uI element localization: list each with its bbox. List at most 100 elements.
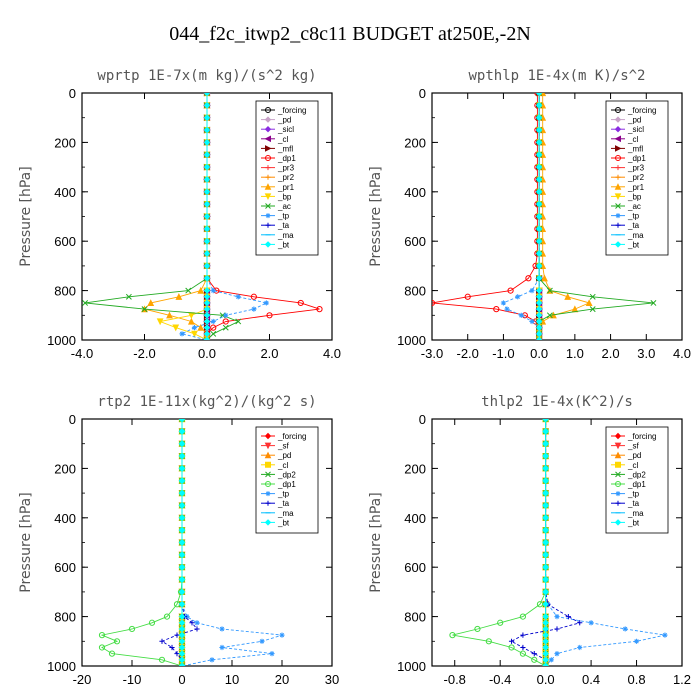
- data-point: [203, 93, 211, 97]
- figure-title: 044_f2c_itwp2_c8c11 BUDGET at250E,-2N: [169, 23, 531, 45]
- panel-title: wpthlp 1E-4x(m K)/s^2: [468, 68, 645, 84]
- data-point: [622, 626, 628, 632]
- legend-entry: _tp: [627, 212, 640, 221]
- legend-entry: _pd: [277, 116, 291, 125]
- data-point: [535, 274, 543, 282]
- x-tick-label: 0.8: [628, 672, 646, 687]
- data-point: [203, 200, 211, 208]
- legend-entry: _sf: [277, 442, 289, 451]
- data-point: [542, 576, 549, 583]
- data-point: [316, 306, 323, 313]
- data-point: [535, 188, 543, 196]
- data-point: [542, 477, 549, 485]
- legend-marker: [264, 519, 272, 526]
- y-tick-label: 200: [404, 461, 426, 476]
- data-point: [191, 330, 198, 338]
- data-point: [542, 588, 549, 596]
- data-point: [178, 656, 186, 664]
- data-point: [589, 293, 596, 300]
- legend-marker: [265, 471, 271, 478]
- data-point: [172, 324, 180, 332]
- data-point: [203, 311, 211, 319]
- legend-marker: [265, 213, 271, 219]
- y-tick-label: 200: [54, 135, 76, 150]
- data-point: [209, 657, 215, 663]
- legend-entry: _sf: [627, 442, 639, 451]
- data-point: [178, 600, 186, 608]
- legend-entry: _ma: [627, 509, 644, 518]
- legend-marker: [615, 461, 621, 468]
- x-tick-label: 4.0: [323, 346, 341, 361]
- legend-marker: [614, 116, 622, 123]
- data-point: [548, 657, 554, 663]
- legend-marker: [615, 213, 621, 219]
- data-point: [464, 293, 471, 300]
- data-point: [203, 330, 211, 338]
- data-point: [222, 318, 229, 325]
- y-tick-label: 1000: [397, 659, 426, 674]
- data-point: [535, 200, 543, 208]
- legend-entry: _mfl: [277, 144, 293, 153]
- data-point: [178, 428, 186, 435]
- data-point: [508, 644, 515, 651]
- y-tick-label: 1000: [47, 659, 76, 674]
- data-point: [633, 638, 640, 644]
- data-point: [497, 619, 504, 626]
- legend-entry: _pr2: [277, 173, 295, 182]
- legend-marker: [265, 481, 271, 487]
- data-point: [542, 625, 549, 633]
- data-point: [178, 644, 186, 651]
- legend-entry: _pd: [627, 116, 641, 125]
- legend-marker: [264, 116, 272, 123]
- legend-entry: _ma: [277, 231, 294, 240]
- data-point: [297, 299, 304, 307]
- data-point: [203, 287, 211, 294]
- data-point: [535, 330, 543, 338]
- data-point: [210, 324, 217, 331]
- legend-entry: _pd: [627, 451, 641, 460]
- data-point: [203, 225, 211, 233]
- data-point: [203, 114, 211, 122]
- data-point: [178, 563, 186, 571]
- data-point: [179, 331, 185, 337]
- data-point: [432, 299, 436, 307]
- y-tick-label: 400: [54, 185, 76, 200]
- y-tick-label: 400: [54, 511, 76, 526]
- data-point: [203, 126, 211, 134]
- legend-marker: [615, 491, 621, 497]
- data-point: [178, 440, 186, 448]
- y-tick-label: 200: [54, 461, 76, 476]
- data-point: [178, 631, 186, 639]
- data-point: [542, 613, 549, 620]
- legend-entry: _dp1: [277, 480, 296, 489]
- series-line: [100, 419, 183, 666]
- chart-panel-4: thlp2 1E-4x(K^2)/s Pressure [hPa] 0 200 400 6…: [368, 394, 691, 687]
- x-tick-label: 10: [225, 672, 239, 687]
- data-point: [279, 632, 285, 638]
- x-tick-label: -10: [123, 672, 142, 687]
- data-point: [178, 619, 186, 627]
- legend-marker: [265, 203, 271, 209]
- data-point: [178, 526, 186, 534]
- legend-entry: _sicl: [627, 125, 644, 134]
- data-point: [542, 428, 549, 435]
- legend-entry: _dp2: [627, 470, 646, 479]
- legend-marker: [614, 241, 622, 248]
- legend-marker: [265, 155, 271, 161]
- legend-marker: [265, 145, 272, 152]
- legend-entry: _tp: [627, 490, 640, 499]
- data-point: [529, 288, 535, 294]
- data-point: [251, 306, 257, 312]
- data-point: [82, 299, 89, 306]
- data-point: [564, 293, 572, 300]
- data-point: [520, 632, 526, 638]
- data-point: [203, 262, 211, 270]
- data-point: [178, 514, 186, 522]
- x-tick-label: 20: [275, 672, 289, 687]
- legend-entry: _bp: [277, 192, 292, 201]
- series-line: [452, 419, 547, 666]
- legend-entry: _pd: [277, 451, 291, 460]
- x-tick-label: 0.4: [582, 672, 600, 687]
- data-point: [565, 614, 571, 620]
- legend-marker: [264, 193, 272, 201]
